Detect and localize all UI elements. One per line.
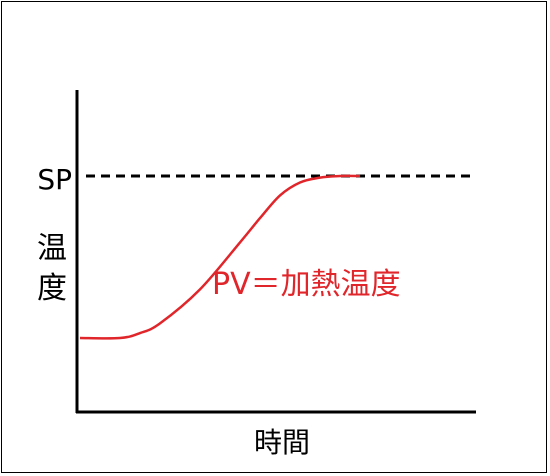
pv-series-line (79, 174, 361, 340)
x-axis-label: 時間 (254, 426, 310, 459)
y-axis-label-char-1: 温 (37, 231, 67, 266)
sp-label: SP (37, 163, 72, 196)
pv-series-label: PV＝加熱温度 (212, 267, 401, 302)
y-axis-label-char-2: 度 (37, 271, 67, 306)
